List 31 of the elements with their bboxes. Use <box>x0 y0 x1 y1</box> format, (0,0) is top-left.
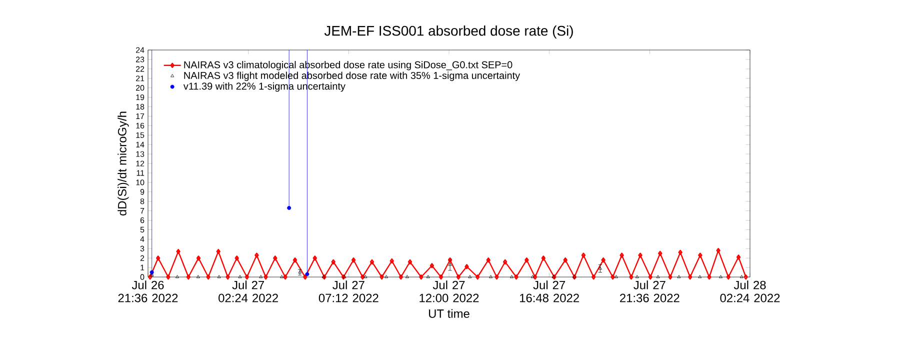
point <box>510 275 514 278</box>
chart-title: JEM-EF ISS001 absorbed dose rate (Si) <box>324 26 573 39</box>
x-tick-label: Jul 28 02:24 2022 <box>720 280 780 302</box>
point <box>426 275 430 278</box>
x-tick-label: Jul 27 07:12 2022 <box>318 280 378 302</box>
point <box>740 275 744 278</box>
point <box>364 275 368 278</box>
point <box>635 275 639 278</box>
point <box>614 275 618 278</box>
point <box>405 275 409 278</box>
point <box>259 275 263 278</box>
point <box>489 275 493 278</box>
point <box>530 275 534 278</box>
point <box>384 275 388 278</box>
point <box>656 275 660 278</box>
x-tick-label: Jul 27 16:48 2022 <box>520 280 579 302</box>
x-axis-title: UT time <box>429 309 470 318</box>
point <box>196 275 200 278</box>
x-tick-label: Jul 27 21:36 2022 <box>620 280 680 302</box>
x-tick-label: Jul 27 12:00 2022 <box>420 280 479 302</box>
point <box>677 275 681 278</box>
point <box>238 275 242 278</box>
point <box>217 275 221 278</box>
x-tick-label: Jul 27 02:24 2022 <box>218 280 278 302</box>
point <box>176 275 180 278</box>
y-axis-title: dD(Si)/dt microGy/h <box>118 112 129 216</box>
point <box>698 275 702 278</box>
point <box>468 275 472 278</box>
point <box>280 275 284 278</box>
point <box>718 275 722 278</box>
x-tick-label: Jul 26 21:36 2022 <box>118 280 178 302</box>
